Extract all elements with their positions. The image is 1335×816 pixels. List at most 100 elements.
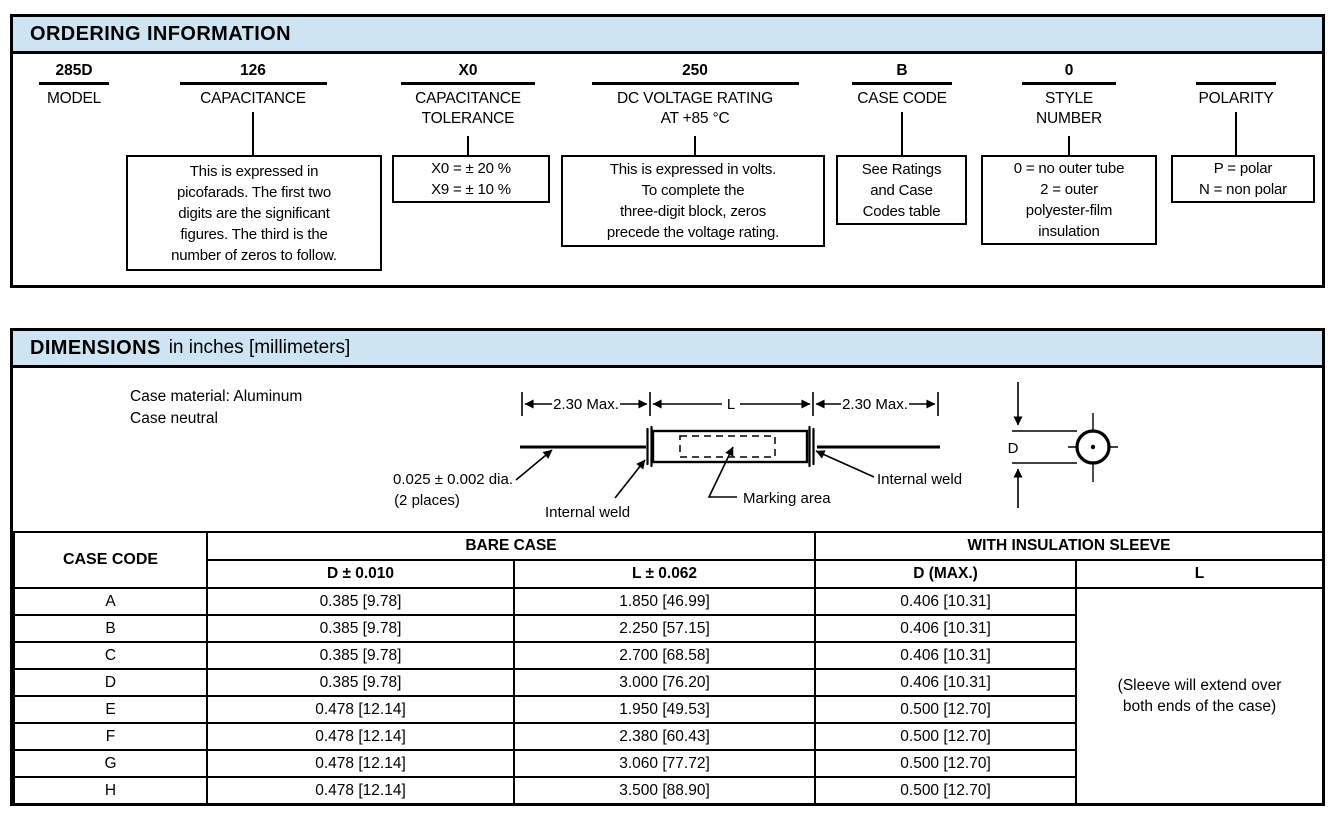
l-sleeve-column-header: L bbox=[1075, 559, 1325, 589]
ordering-column-capacitance: 126 CAPACITANCE bbox=[163, 60, 343, 109]
case-table-cell: 0.478 [12.14] bbox=[206, 695, 515, 724]
capacitance-code: 126 bbox=[240, 62, 266, 79]
capacitance-note-box: This is expressed in picofarads. The fir… bbox=[126, 155, 382, 271]
body-length-label: L bbox=[727, 396, 735, 413]
dim-label-bg bbox=[552, 396, 620, 412]
case-table-cell: 0.385 [9.78] bbox=[206, 641, 515, 670]
internal-weld-right-label: Internal weld bbox=[877, 471, 962, 488]
case-table-cell: 3.500 [88.90] bbox=[512, 776, 817, 805]
tolerance-label: CAPACITANCE TOLERANCE bbox=[415, 90, 521, 127]
case-table-cell: 0.406 [10.31] bbox=[814, 614, 1078, 643]
case-table-cell: D bbox=[13, 668, 208, 697]
case-material-note: Case material: Aluminum Case neutral bbox=[130, 388, 303, 427]
style-note-box: 0 = no outer tube 2 = outer polyester-fi… bbox=[981, 155, 1157, 245]
case-table-cell: G bbox=[13, 749, 208, 778]
connector-line bbox=[252, 112, 254, 155]
case-table-cell: 2.250 [57.15] bbox=[512, 614, 817, 643]
case-table-row: B 0.385 [9.78] 2.250 [57.15] 0.406 [10.31] bbox=[13, 614, 1323, 643]
l-bare-column-header: L ± 0.062 bbox=[512, 559, 817, 589]
case-table-row: D 0.385 [9.78] 3.000 [76.20] 0.406 [10.31] bbox=[13, 668, 1323, 697]
case-table-cell: 3.000 [76.20] bbox=[512, 668, 817, 697]
voltage-note-box: This is expressed in volts. To complete … bbox=[561, 155, 825, 247]
tolerance-note-box: X0 = ± 20 % X9 = ± 10 % bbox=[392, 155, 550, 203]
case-code-table: CASE CODE BARE CASE WITH INSULATION SLEE… bbox=[13, 531, 1325, 805]
d-sleeve-column-header: D (MAX.) bbox=[814, 559, 1078, 589]
connector-line bbox=[901, 112, 903, 155]
lead-dim-right-label: 2.30 Max. bbox=[842, 396, 908, 413]
case-table-cell: A bbox=[13, 587, 208, 616]
dimension-ticks bbox=[521, 392, 939, 416]
case-table-cell: 3.060 [77.72] bbox=[512, 749, 817, 778]
case-table-cell: 0.385 [9.78] bbox=[206, 587, 515, 616]
case-table-cell: 2.380 [60.43] bbox=[512, 722, 817, 751]
case-table-row: C 0.385 [9.78] 2.700 [68.58] 0.406 [10.31] bbox=[13, 641, 1323, 670]
polarity-label: POLARITY bbox=[1198, 90, 1274, 107]
style-label: STYLE NUMBER bbox=[1036, 90, 1102, 127]
voltage-label: DC VOLTAGE RATING AT +85 °C bbox=[617, 90, 773, 127]
case-table-row: A 0.385 [9.78] 1.850 [46.99] 0.406 [10.31](… bbox=[13, 587, 1325, 805]
dim-label-bg bbox=[841, 396, 909, 412]
lead-diameter-places-label: (2 places) bbox=[394, 492, 460, 509]
dimensions-header: DIMENSIONS in inches [millimeters] bbox=[13, 331, 1322, 368]
tolerance-code: X0 bbox=[458, 62, 478, 79]
ordering-column-model: 285D MODEL bbox=[14, 60, 134, 109]
dimensions-section: DIMENSIONS in inches [millimeters] Case … bbox=[10, 328, 1325, 806]
case-table-row: H 0.478 [12.14] 3.500 [88.90] 0.500 [12.70] bbox=[13, 776, 1323, 805]
case-table-cell: B bbox=[13, 614, 208, 643]
capacitor-outline-drawing: 2.30 Max. L 2.30 Max. bbox=[393, 382, 1118, 521]
polarity-note-box: P = polar N = non polar bbox=[1171, 155, 1315, 203]
lead-diameter-label: 0.025 ± 0.002 dia. bbox=[393, 471, 513, 488]
bare-case-group-header: BARE CASE bbox=[205, 531, 817, 561]
case-table-cell: 2.700 [68.58] bbox=[512, 641, 817, 670]
case-table-body: A 0.385 [9.78] 1.850 [46.99] 0.406 [10.31](… bbox=[13, 587, 1325, 805]
polarity-code bbox=[1176, 60, 1296, 82]
dimensions-subtitle: in inches [millimeters] bbox=[168, 337, 351, 358]
ordering-column-style: 0 STYLE NUMBER bbox=[1004, 60, 1134, 129]
case-code-code: B bbox=[896, 62, 908, 79]
case-table-cell: 0.478 [12.14] bbox=[206, 776, 515, 805]
capacitance-label: CAPACITANCE bbox=[200, 90, 306, 107]
case-table-row: F 0.478 [12.14] 2.380 [60.43] 0.500 [12.70] bbox=[13, 722, 1323, 751]
case-table-cell: 0.406 [10.31] bbox=[814, 587, 1078, 616]
case-table-cell: E bbox=[13, 695, 208, 724]
connector-line bbox=[694, 136, 696, 155]
case-table-cell: 0.406 [10.31] bbox=[814, 668, 1078, 697]
ordering-column-voltage: 250 DC VOLTAGE RATING AT +85 °C bbox=[580, 60, 810, 129]
case-table-cell: 0.478 [12.14] bbox=[206, 722, 515, 751]
code-underline bbox=[401, 82, 535, 85]
dimensions-title: DIMENSIONS bbox=[30, 336, 161, 359]
connector-line bbox=[467, 136, 469, 155]
ordering-body: 285D MODEL 126 CAPACITANCE X0 CAPACITANC… bbox=[13, 54, 1322, 285]
case-table-cell: C bbox=[13, 641, 208, 670]
case-table-cell: 1.950 [49.53] bbox=[512, 695, 817, 724]
case-code-column-header: CASE CODE bbox=[13, 531, 208, 589]
marking-area-outline bbox=[679, 435, 776, 458]
lead-dim-left-label: 2.30 Max. bbox=[553, 396, 619, 413]
marking-area-label: Marking area bbox=[743, 490, 831, 507]
ordering-column-tolerance: X0 CAPACITANCE TOLERANCE bbox=[383, 60, 553, 129]
connector-line bbox=[1068, 136, 1070, 155]
connector-line bbox=[1235, 112, 1237, 155]
model-code: 285D bbox=[55, 62, 93, 79]
style-code: 0 bbox=[1064, 62, 1074, 79]
insulation-sleeve-group-header: WITH INSULATION SLEEVE bbox=[814, 531, 1325, 561]
case-table-cell: 0.500 [12.70] bbox=[814, 695, 1078, 724]
case-table-row: G 0.478 [12.14] 3.060 [77.72] 0.500 [12.70] bbox=[13, 749, 1323, 778]
case-table-cell: 0.385 [9.78] bbox=[206, 614, 515, 643]
model-label: MODEL bbox=[46, 90, 102, 107]
case-code-note-box: See Ratings and Case Codes table bbox=[836, 155, 967, 225]
case-table-cell: 0.500 [12.70] bbox=[814, 776, 1078, 805]
ordering-column-polarity: POLARITY bbox=[1176, 60, 1296, 109]
code-underline bbox=[852, 82, 952, 85]
code-underline bbox=[1022, 82, 1116, 85]
case-code-label: CASE CODE bbox=[857, 90, 947, 107]
case-table-cell: 0.500 [12.70] bbox=[814, 722, 1078, 751]
dim-label-bg bbox=[722, 396, 740, 412]
ordering-column-case-code: B CASE CODE bbox=[837, 60, 967, 109]
end-view: D bbox=[1008, 382, 1118, 508]
sleeve-note-cell: (Sleeve will extend over both ends of th… bbox=[1075, 587, 1325, 805]
internal-weld-left-label: Internal weld bbox=[545, 504, 630, 521]
case-table-cell: 0.385 [9.78] bbox=[206, 668, 515, 697]
diameter-dim-label: D bbox=[1008, 440, 1019, 457]
weld-beads bbox=[646, 425, 815, 468]
